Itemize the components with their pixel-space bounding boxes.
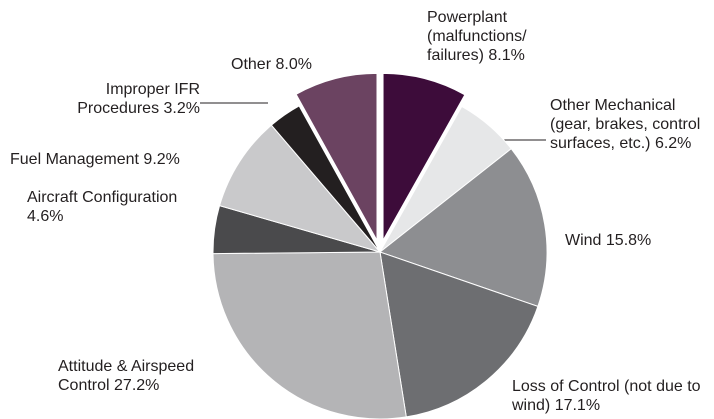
pie-slice: [382, 72, 466, 243]
slice-label: Loss of Control (not due to wind) 17.1%: [512, 377, 712, 415]
slice-label: Fuel Management 9.2%: [10, 150, 220, 169]
slice-label: Attitude & Airspeed Control 27.2%: [58, 357, 228, 395]
value-label: 27.2%: [114, 377, 160, 394]
slice-label: Powerplant (malfunctions/ failures) 8.1%: [427, 8, 577, 65]
pie-slice: [378, 148, 548, 308]
pie-slice: [379, 251, 539, 418]
value-label: 4.6%: [27, 208, 64, 225]
slice-label: Other Mechanical (gear, brakes, control …: [550, 96, 714, 153]
pie-slice: [295, 72, 378, 243]
slice-label: Aircraft Configuration 4.6%: [27, 188, 187, 226]
value-label: 9.2%: [143, 151, 180, 168]
value-label: 8.1%: [488, 47, 525, 64]
value-label: 15.8%: [605, 232, 652, 249]
slice-label: Wind 15.8%: [565, 231, 705, 250]
category-label: Wind: [565, 232, 602, 249]
value-label: 17.1%: [554, 397, 601, 414]
value-label: 8.0%: [275, 56, 312, 73]
slice-label: Other 8.0%: [231, 55, 351, 74]
slice-label: Improper IFR Procedures 3.2%: [20, 80, 200, 118]
category-label: Loss of Control (not due to wind): [512, 378, 701, 414]
category-label: Aircraft Configuration: [27, 189, 178, 206]
pie-slice: [270, 105, 381, 253]
pie-slice: [212, 251, 407, 419]
category-label: Fuel Management: [10, 151, 139, 168]
category-label: Attitude & Airspeed Control: [58, 358, 195, 394]
value-label: 6.2%: [654, 135, 692, 152]
category-label: Other: [231, 56, 272, 73]
value-label: 3.2%: [163, 100, 200, 117]
category-label: Other Mechanical (gear, brakes, control …: [550, 97, 701, 152]
pie-slice: [218, 124, 382, 253]
category-label: Improper IFR Procedures: [77, 81, 200, 117]
category-label: Powerplant (malfunctions/ failures): [427, 9, 527, 64]
